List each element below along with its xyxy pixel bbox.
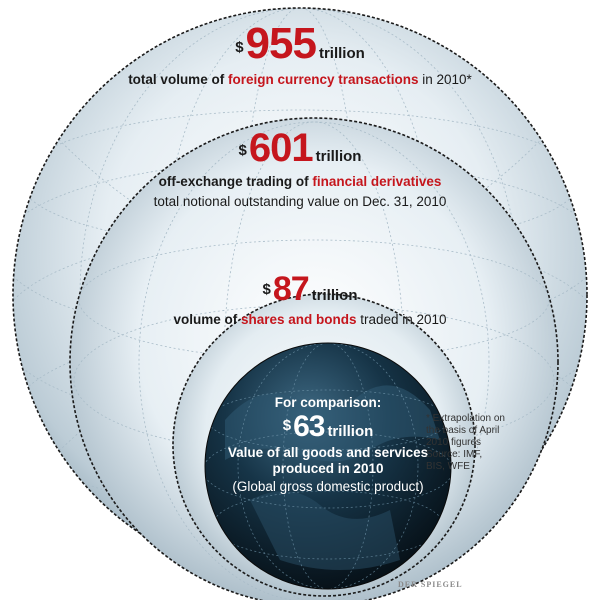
gdp-amount: 63 [293,410,325,443]
gdp-unit: trillion [327,423,374,440]
shares-desc-after: traded in 2010 [356,312,447,327]
gdp-intro: For comparison: [274,395,382,410]
forex-currency: $ [235,39,244,56]
footnote-line: the basis of April [426,425,500,436]
footnote-line: BIS, WFE [426,461,470,472]
forex-block: $955 trillion total volume of foreign cur… [100,19,500,88]
shares-currency: $ [262,281,271,298]
forex-description: total volume of foreign currency transac… [100,72,500,87]
derivatives-currency: $ [238,142,247,159]
derivatives-desc-before: off-exchange trading of [158,174,313,189]
derivatives-subline: total notional outstanding value on Dec.… [153,194,447,209]
footnote-line: * Extrapolation on [426,413,505,424]
derivatives-unit: trillion [315,148,362,165]
publisher-logo: DER SPIEGEL [398,580,463,589]
derivatives-amount: 601 [248,126,314,170]
derivatives-block: $601 trillion off-exchange trading of fin… [100,128,500,209]
gdp-line2: produced in 2010 [272,461,384,476]
gdp-block: For comparison: $63 trillion Value of all… [208,395,448,494]
forex-unit: trillion [318,45,365,62]
shares-block: $87 trillion volume of shares and bonds t… [140,272,480,327]
shares-desc-before: volume of [173,312,241,327]
footnote: * Extrapolation on the basis of April 20… [426,413,526,473]
derivatives-description: off-exchange trading of financial deriva… [100,174,500,189]
shares-desc-highlight: shares and bonds [240,312,357,327]
forex-desc-highlight: foreign currency transactions [227,72,419,87]
footnote-line: Source: IMF, [426,449,483,460]
shares-amount: 87 [272,270,310,308]
gdp-line3: (Global gross domestic product) [232,479,424,494]
forex-desc-before: total volume of [128,72,228,87]
derivatives-desc-highlight: financial derivatives [312,174,442,189]
forex-desc-after: in 2010* [418,72,472,87]
earth-globe-icon [204,342,452,590]
gdp-currency: $ [282,417,292,434]
forex-amount: 955 [245,19,317,68]
gdp-line1: Value of all goods and services [227,445,429,460]
shares-description: volume of shares and bonds traded in 201… [140,312,480,327]
shares-unit: trillion [311,287,358,304]
footnote-line: 2010 figures [426,437,482,448]
